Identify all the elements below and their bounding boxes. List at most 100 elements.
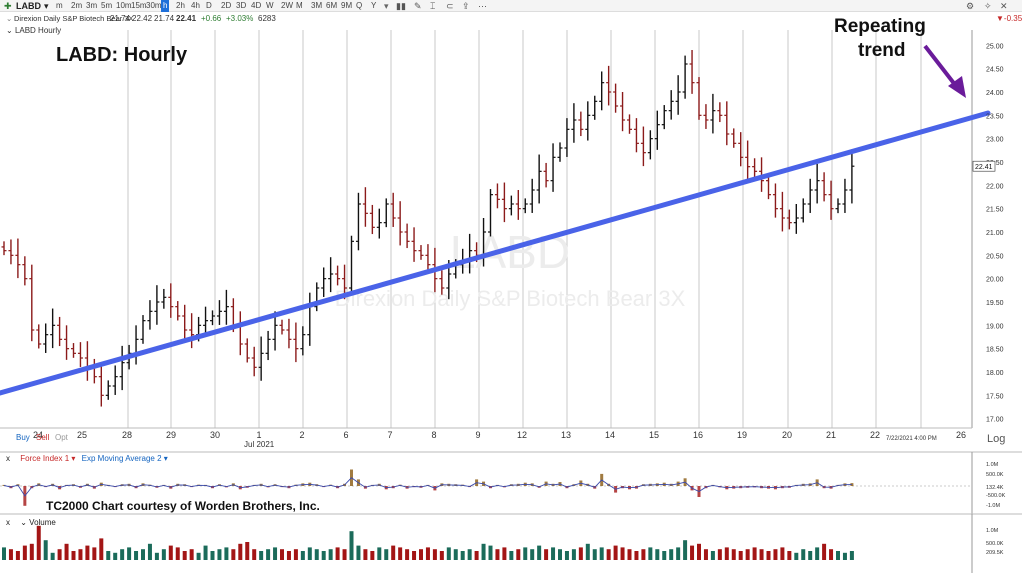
volume-label[interactable]: Volume — [29, 518, 56, 527]
volume-bar — [474, 551, 479, 560]
timeframe-3D[interactable]: 3D — [236, 1, 247, 10]
symbol-box[interactable]: LABD — [16, 1, 41, 11]
options-button[interactable]: Opt — [55, 433, 68, 442]
magnet-icon[interactable]: ⊂ — [446, 1, 454, 11]
volume-menu-icon[interactable]: ⌄ — [20, 518, 27, 527]
chevron-down-icon[interactable]: ▾ — [71, 454, 76, 463]
price-bar — [724, 101, 730, 146]
expand-icon[interactable]: ⌄ — [6, 14, 13, 23]
y-tick-label: 17.00 — [986, 417, 1004, 424]
force-axis-label: 1.0M — [986, 462, 999, 468]
chart-title-annotation: LABD: Hourly — [56, 44, 188, 66]
volume-bar — [773, 549, 778, 560]
volume-bar — [787, 551, 792, 560]
volume-bar — [64, 543, 69, 560]
timeframe-2m[interactable]: 2m — [71, 1, 83, 10]
timeframe-4h[interactable]: 4h — [191, 1, 200, 10]
y-tick-label: 17.50 — [986, 393, 1004, 400]
buy-button[interactable]: Buy — [16, 433, 30, 442]
price-bar — [661, 105, 667, 130]
timeframe-3M[interactable]: 3M — [311, 1, 323, 10]
timeframe-2W[interactable]: 2W — [281, 1, 293, 10]
chart-type-icon[interactable]: ▮▮ — [396, 1, 406, 11]
y-tick-label: 19.50 — [986, 300, 1004, 307]
chevron-down-icon[interactable]: ▾ — [384, 1, 389, 11]
ema-label[interactable]: Exp Moving Average 2 — [81, 454, 162, 463]
price-bar — [529, 178, 535, 213]
volume-bar — [217, 549, 222, 560]
y-tick-label: 21.00 — [986, 230, 1004, 237]
timeframe-6M[interactable]: 6M — [326, 1, 338, 10]
timeframe-15m[interactable]: 15m — [131, 1, 147, 10]
volume-bar — [412, 551, 417, 560]
add-icon[interactable]: ✚ — [4, 1, 12, 11]
volume-bar — [703, 549, 708, 560]
volume-bar — [29, 543, 34, 560]
timeframe-D[interactable]: D — [206, 1, 212, 10]
settings-icon[interactable]: ⚙ — [966, 1, 975, 11]
close-icon[interactable]: x — [6, 454, 10, 463]
trend-annotation-line2: trend — [858, 40, 906, 61]
volume-bar — [280, 549, 284, 560]
quote-low: 21.74 — [154, 14, 175, 23]
x-tick-label: 20 — [782, 430, 792, 440]
volume-bar — [99, 538, 104, 560]
timeframe-9M[interactable]: 9M — [341, 1, 353, 10]
share-icon[interactable]: ⇪ — [462, 1, 470, 11]
price-bar — [77, 342, 83, 367]
volume-bar — [488, 545, 493, 560]
price-bar — [91, 358, 97, 384]
price-bar — [668, 90, 674, 120]
pin-icon[interactable]: ✧ — [984, 1, 992, 11]
volume-bar — [801, 549, 806, 560]
timeframe-h[interactable]: h — [161, 0, 170, 12]
timeframe-M[interactable]: M — [296, 1, 303, 10]
y-tick-label: 24.00 — [986, 90, 1004, 97]
timeframe-bar: m 2m 3m 5m 10m 15m 30m h 2h 4h D 2D 3D 4D W 2W M 3M 6M 9M Q Y — [56, 0, 386, 12]
trend-line[interactable] — [0, 110, 991, 396]
volume-bar — [147, 543, 152, 560]
price-bar — [654, 110, 660, 150]
x-tick-label: 30 — [210, 430, 220, 440]
volume-pane-header: x ⌄ Volume — [6, 518, 56, 527]
timeframe-2h[interactable]: 2h — [176, 1, 185, 10]
text-tool-icon[interactable]: ⌶ — [430, 1, 436, 11]
volume-bar — [495, 549, 500, 560]
timeframe-3m[interactable]: 3m — [86, 1, 98, 10]
volume-bar — [224, 547, 229, 560]
force-index-label[interactable]: Force Index 1 — [20, 454, 70, 463]
timeframe-m[interactable]: m — [56, 1, 63, 10]
timeframe-W[interactable]: W — [266, 1, 274, 10]
chevron-down-icon[interactable]: ▾ — [163, 454, 168, 463]
timeframe-30m[interactable]: 30m — [146, 1, 162, 10]
volume-bar — [606, 549, 611, 560]
timeframe-2D[interactable]: 2D — [221, 1, 232, 10]
pane-menu-icon[interactable]: ⌄ — [6, 26, 15, 35]
volume-bar — [245, 542, 250, 560]
timeframe-Q[interactable]: Q — [356, 1, 363, 10]
y-tick-label: 18.50 — [986, 347, 1004, 354]
timeframe-Y[interactable]: Y — [371, 1, 377, 10]
close-icon[interactable]: ✕ — [1000, 1, 1008, 11]
timeframe-5m[interactable]: 5m — [101, 1, 113, 10]
volume-axis-label: 1.0M — [986, 528, 999, 534]
price-bar — [335, 265, 341, 286]
volume-bar — [36, 525, 41, 560]
timeframe-4D[interactable]: 4D — [251, 1, 262, 10]
x-tick-label: 29 — [166, 430, 176, 440]
price-bar — [835, 198, 841, 214]
draw-tools-icon[interactable]: ✎ — [414, 1, 422, 11]
timeframe-10m[interactable]: 10m — [116, 1, 132, 10]
price-bar — [494, 183, 500, 209]
price-bar — [800, 198, 806, 223]
sell-button[interactable]: Sell — [36, 433, 50, 442]
close-icon[interactable]: x — [6, 518, 10, 527]
force-axis-label: 500.0K — [986, 472, 1004, 478]
more-icon[interactable]: ⋯ — [478, 1, 487, 11]
volume-bar — [342, 549, 347, 560]
price-bar — [488, 189, 493, 237]
log-scale-toggle[interactable]: Log — [987, 433, 1006, 445]
symbol-dropdown-icon[interactable]: ▾ — [44, 1, 49, 11]
price-bar — [515, 190, 521, 220]
